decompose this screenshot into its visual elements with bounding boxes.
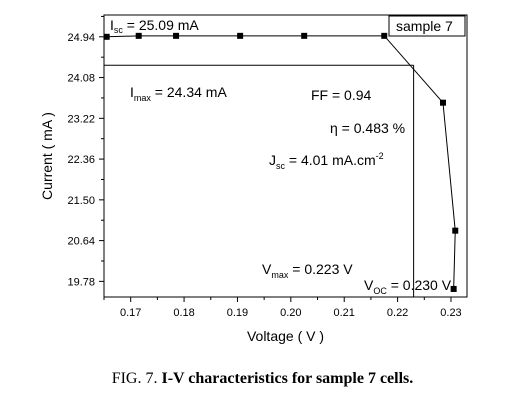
x-tick-label: 0.19 <box>227 307 248 319</box>
vmax-annotation: Vmax = 0.223 V <box>262 261 353 280</box>
y-axis-label: Current ( mA ) <box>39 112 55 200</box>
efficiency-annotation: η = 0.483 % <box>330 120 405 136</box>
data-point <box>450 285 457 292</box>
y-tick-label: 23.22 <box>67 113 95 125</box>
x-tick-label: 0.17 <box>120 307 141 319</box>
y-tick-label: 19.78 <box>67 276 95 288</box>
data-point <box>135 32 142 39</box>
caption-title: I-V characteristics for sample 7 cells. <box>161 370 414 387</box>
x-tick-label: 0.20 <box>280 307 301 319</box>
x-axis-ticks: 0.17 0.18 0.19 0.20 0.21 0.22 0.23 <box>103 297 462 319</box>
fill-factor-annotation: FF = 0.94 <box>311 87 372 103</box>
legend-box <box>388 15 466 37</box>
data-point <box>173 32 180 39</box>
series-group <box>103 32 459 292</box>
x-tick-label: 0.21 <box>334 307 355 319</box>
data-point <box>381 32 388 39</box>
caption-prefix: FIG. 7. <box>111 370 162 387</box>
jsc-annotation: Jsc = 4.01 mA.cm-2 <box>269 151 384 171</box>
data-point <box>301 32 308 39</box>
figure-caption: FIG. 7. I-V characteristics for sample 7… <box>0 370 525 388</box>
data-point <box>439 99 446 106</box>
x-axis-label: Voltage ( V ) <box>247 328 324 344</box>
y-tick-label: 22.36 <box>67 154 95 166</box>
plot-frame <box>103 14 468 298</box>
x-tick-label: 0.23 <box>440 307 461 319</box>
y-tick-label: 20.64 <box>67 236 95 248</box>
x-tick-label: 0.18 <box>173 307 194 319</box>
y-tick-label: 21.50 <box>67 195 95 207</box>
legend-label: sample 7 <box>396 18 453 34</box>
y-axis-ticks: 19.78 20.64 21.50 22.36 23.22 24.08 24.94 <box>67 15 104 288</box>
data-point <box>103 33 110 40</box>
iv-chart: 0.17 0.18 0.19 0.20 0.21 0.22 0.23 19.78 20.64 2… <box>39 14 468 344</box>
x-tick-label: 0.22 <box>387 307 408 319</box>
voc-annotation: VOC = 0.230 V <box>364 277 452 296</box>
y-tick-label: 24.94 <box>67 32 95 44</box>
isc-annotation: Isc = 25.09 mA <box>110 17 199 35</box>
data-point <box>237 32 244 39</box>
y-tick-label: 24.08 <box>67 73 95 85</box>
data-point <box>452 227 459 234</box>
max-power-rectangle <box>104 64 415 297</box>
legend: sample 7 <box>388 15 466 37</box>
imax-annotation: Imax = 24.34 mA <box>130 84 227 103</box>
